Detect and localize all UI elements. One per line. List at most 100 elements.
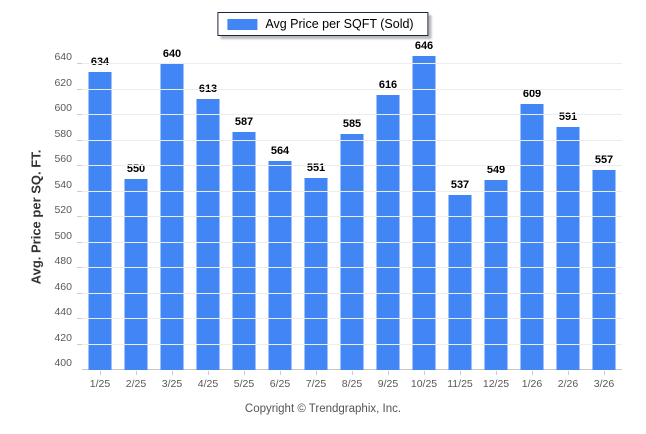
y-axis-tick-label: 500 bbox=[54, 229, 72, 242]
bar-value-label: 557 bbox=[594, 153, 614, 166]
chart-legend: Avg Price per SQFT (Sold) bbox=[217, 12, 429, 36]
legend-label: Avg Price per SQFT (Sold) bbox=[265, 17, 414, 31]
y-axis-tick-label: 620 bbox=[54, 76, 72, 89]
bar-slot: 609 1/26 bbox=[514, 45, 550, 390]
y-axis-tick bbox=[77, 139, 82, 141]
x-axis-tick bbox=[100, 371, 101, 375]
y-axis-tick-label: 640 bbox=[54, 51, 72, 64]
bar bbox=[520, 103, 544, 370]
x-axis-tick-label: 11/25 bbox=[447, 378, 473, 390]
gridline bbox=[82, 190, 622, 192]
bar bbox=[556, 126, 580, 370]
gridline bbox=[82, 292, 622, 294]
bar-slot: 613 4/25 bbox=[190, 45, 226, 390]
gridline bbox=[82, 88, 622, 90]
bar bbox=[592, 169, 616, 370]
bar bbox=[88, 71, 112, 370]
x-axis-tick-label: 4/25 bbox=[197, 378, 219, 390]
x-axis-tick-label: 1/25 bbox=[89, 378, 111, 390]
y-axis-tick bbox=[77, 267, 82, 269]
y-axis-tick-label: 460 bbox=[54, 280, 72, 293]
x-axis-tick-label: 2/25 bbox=[125, 378, 147, 390]
bar-value-label: 585 bbox=[342, 118, 362, 131]
gridline bbox=[82, 139, 622, 141]
gridline bbox=[82, 241, 622, 243]
y-axis-tick bbox=[77, 63, 82, 65]
x-axis-tick-label: 10/25 bbox=[410, 378, 438, 390]
y-axis-tick-label: 480 bbox=[54, 255, 72, 268]
x-axis-tick bbox=[316, 371, 317, 375]
gridline bbox=[82, 343, 622, 345]
y-axis-tick bbox=[77, 318, 82, 320]
bar-slot: 587 5/25 bbox=[226, 45, 262, 390]
bar bbox=[124, 178, 148, 370]
x-axis-tick bbox=[460, 371, 461, 375]
bar-value-label: 591 bbox=[558, 110, 578, 123]
bar bbox=[196, 98, 220, 370]
gridline bbox=[82, 267, 622, 269]
y-axis-tick-label: 420 bbox=[54, 331, 72, 344]
bar bbox=[304, 177, 328, 370]
bar-slot: 557 3/26 bbox=[586, 45, 622, 390]
y-axis-tick-label: 560 bbox=[54, 153, 72, 166]
bar bbox=[160, 64, 184, 370]
x-axis-tick-label: 8/25 bbox=[341, 378, 363, 390]
bar-series: 634 1/25 550 2/25 640 3/25 613 4/25 587 5/25 564 6/… bbox=[82, 40, 622, 390]
bar bbox=[412, 56, 436, 370]
x-axis-tick-label: 7/25 bbox=[305, 378, 327, 390]
y-axis-tick bbox=[77, 343, 82, 345]
y-axis-tick-label: 440 bbox=[54, 306, 72, 319]
x-axis-tick bbox=[172, 371, 173, 375]
bar-slot: 640 3/25 bbox=[154, 45, 190, 390]
gridline bbox=[82, 63, 622, 65]
bar bbox=[268, 160, 292, 370]
bar-value-label: 613 bbox=[198, 82, 218, 95]
gridline bbox=[82, 114, 622, 116]
y-axis-tick bbox=[77, 88, 82, 90]
y-axis-tick-label: 520 bbox=[54, 204, 72, 217]
gridline bbox=[82, 318, 622, 320]
y-axis-tick bbox=[77, 216, 82, 218]
bar bbox=[340, 134, 364, 370]
y-axis-tick bbox=[77, 292, 82, 294]
bar-slot: 591 2/26 bbox=[550, 45, 586, 390]
y-axis-tick-label: 540 bbox=[54, 178, 72, 191]
x-axis-tick-label: 6/25 bbox=[269, 378, 291, 390]
x-axis-tick-label: 5/25 bbox=[233, 378, 255, 390]
y-axis-tick bbox=[77, 165, 82, 167]
bar-slot: 585 8/25 bbox=[334, 45, 370, 390]
x-axis-tick bbox=[388, 371, 389, 375]
x-axis-tick-label: 9/25 bbox=[377, 378, 399, 390]
gridline bbox=[82, 216, 622, 218]
bar-value-label: 616 bbox=[378, 78, 398, 91]
bar-slot: 634 1/25 bbox=[82, 45, 118, 390]
x-axis-tick bbox=[568, 371, 569, 375]
y-axis-tick-label: 600 bbox=[54, 102, 72, 115]
bar-slot: 616 9/25 bbox=[370, 45, 406, 390]
bar-value-label: 564 bbox=[270, 144, 290, 157]
y-axis-tick bbox=[77, 114, 82, 116]
y-axis-tick-label: 580 bbox=[54, 127, 72, 140]
copyright-text: Copyright © Trendgraphix, Inc. bbox=[244, 403, 402, 415]
bar-value-label: 634 bbox=[90, 55, 110, 68]
bar-slot: 564 6/25 bbox=[262, 45, 298, 390]
legend-swatch-icon bbox=[227, 18, 258, 30]
bar-value-label: 646 bbox=[414, 40, 434, 53]
bar-value-label: 551 bbox=[306, 161, 326, 174]
bar-slot: 549 12/25 bbox=[478, 45, 514, 390]
bar bbox=[484, 180, 508, 370]
gridline bbox=[82, 165, 622, 167]
bar-value-label: 549 bbox=[486, 164, 506, 177]
bar-slot: 646 10/25 bbox=[406, 40, 442, 390]
x-axis-tick bbox=[532, 371, 533, 375]
x-axis-tick bbox=[208, 371, 209, 375]
bar-value-label: 640 bbox=[162, 48, 182, 61]
x-axis-tick bbox=[424, 371, 425, 375]
bar-slot: 551 7/25 bbox=[298, 45, 334, 390]
bar bbox=[448, 195, 472, 370]
x-axis-tick bbox=[496, 371, 497, 375]
plot-area: 634 1/25 550 2/25 640 3/25 613 4/25 587 5/25 564 6/… bbox=[54, 40, 622, 390]
y-axis-tick bbox=[77, 241, 82, 243]
bar bbox=[376, 94, 400, 370]
